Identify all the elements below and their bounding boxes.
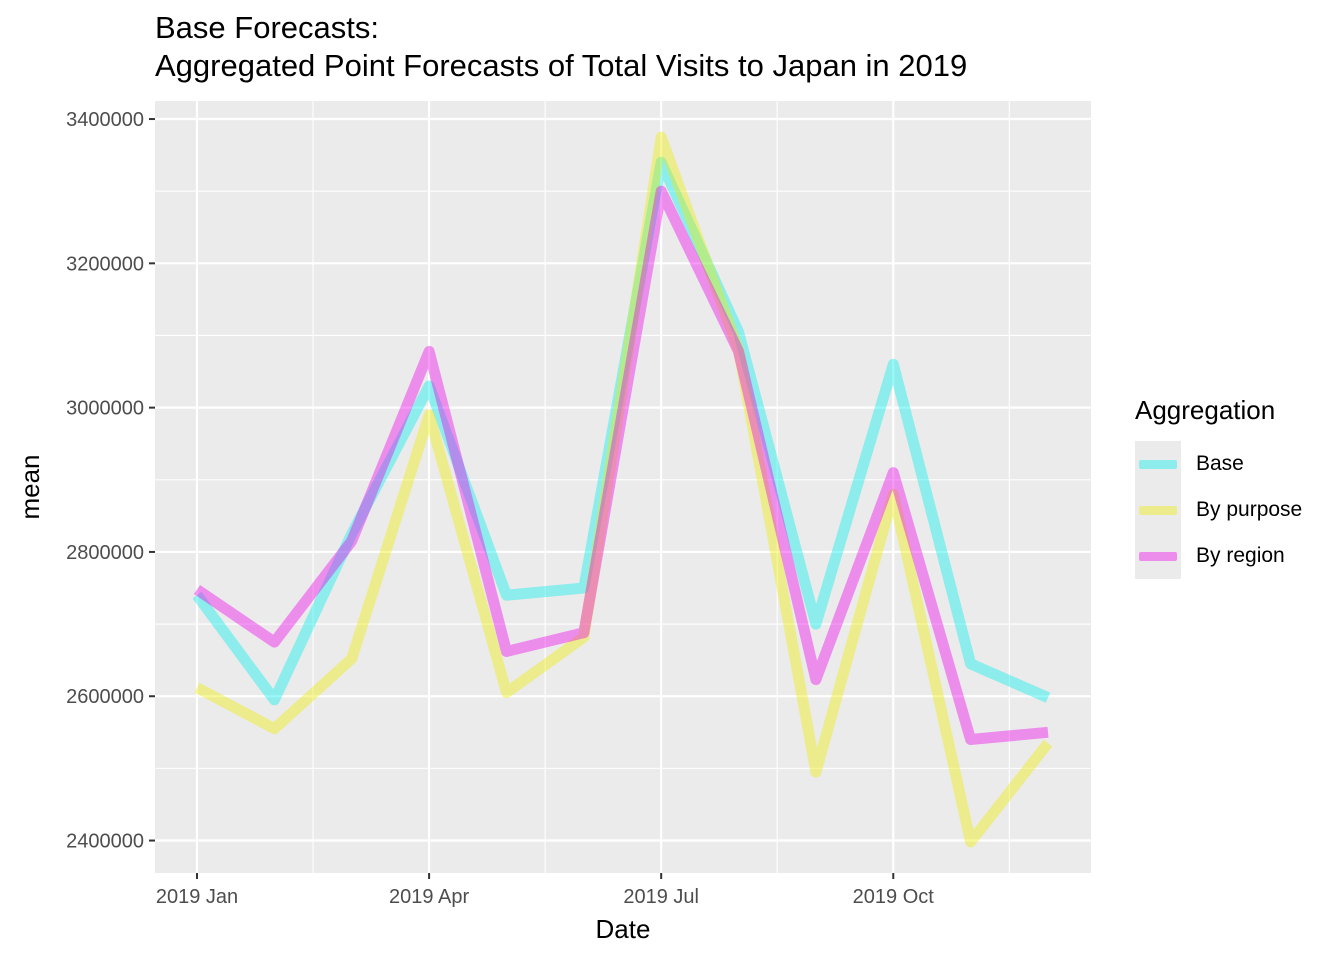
x-tick-label: 2019 Jan [156,886,238,908]
series-line-base [192,156,1051,706]
legend-key-background [1135,441,1181,579]
y-tick-label: 3000000 [66,398,144,420]
legend-swatch-base [1139,460,1177,469]
x-tick-label: 2019 Apr [389,886,469,908]
legend: Aggregation Base By purpose By region [1135,395,1302,579]
legend-title: Aggregation [1135,395,1276,425]
legend-label-base: Base [1196,452,1244,475]
legend-swatch-by-purpose [1139,506,1177,515]
series-line-by-region [193,185,1049,745]
y-tick-label: 3400000 [66,109,144,131]
legend-swatch-by-region [1139,552,1177,561]
plot-panel [155,101,1091,873]
chart-title-line-2: Aggregated Point Forecasts of Total Visi… [155,48,968,83]
y-tick-label: 2800000 [66,542,144,564]
legend-label-by-purpose: By purpose [1196,498,1303,521]
series-line-by-purpose [194,131,1053,848]
legend-label-by-region: By region [1196,544,1285,567]
y-tick-label: 3200000 [66,253,144,275]
legend-item-by-purpose: By purpose [1135,487,1335,533]
y-axis-title: mean [15,454,45,519]
legend-item-by-region: By region [1135,533,1335,579]
y-tick-label: 2400000 [66,831,144,853]
y-tick-label: 2600000 [66,686,144,708]
x-tick-label: 2019 Jul [623,886,699,908]
x-axis-title: Date [596,914,651,944]
legend-item-base: Base [1135,441,1335,487]
chart-title-line-1: Base Forecasts: [155,10,379,45]
x-tick-label: 2019 Oct [853,886,935,908]
